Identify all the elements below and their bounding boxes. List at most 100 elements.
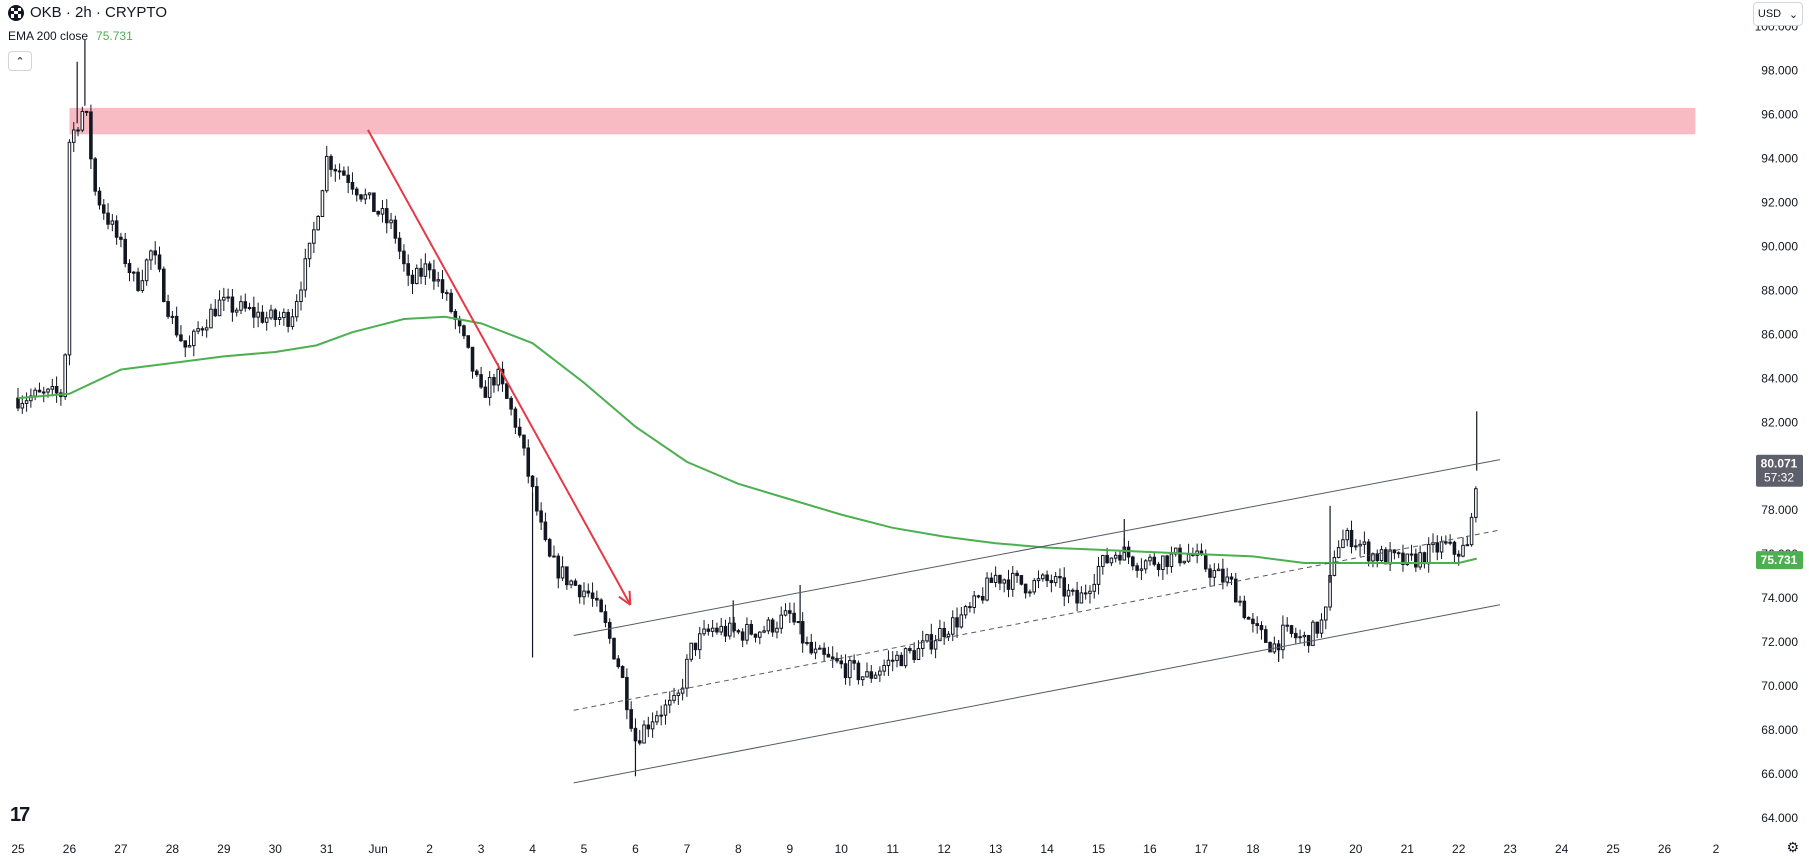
- x-axis[interactable]: 25 26 27 28 29 30 31 Jun 2 3 4 5 6 7 8 9 10 11 12 13 14 15 16 1…: [11, 842, 1719, 856]
- candle-body: [1345, 529, 1350, 541]
- candle-body: [106, 212, 110, 225]
- y-tick-label: 84.000: [1761, 371, 1798, 385]
- candle-body: [972, 595, 976, 608]
- candle-body: [1225, 576, 1229, 583]
- chevron-down-icon: ⌄: [1788, 8, 1799, 21]
- candle-body: [277, 317, 282, 320]
- candle-body: [1182, 560, 1187, 564]
- candle-body: [556, 555, 561, 579]
- candle-body: [179, 334, 183, 342]
- currency-select[interactable]: USD ⌄: [1753, 2, 1803, 26]
- candle-body: [843, 663, 848, 679]
- candle-body: [1448, 541, 1452, 544]
- candle-body: [706, 628, 711, 632]
- candle-body: [672, 694, 676, 701]
- symbol-title[interactable]: OKB · 2h · CRYPTO: [30, 4, 167, 21]
- channel-mid-line[interactable]: [573, 529, 1500, 711]
- candle-body: [483, 386, 488, 398]
- candle-body: [552, 555, 556, 558]
- candle-body: [908, 648, 912, 652]
- candle-body: [505, 383, 509, 399]
- x-tick-label: 12: [937, 842, 951, 856]
- y-axis[interactable]: 64.00066.00068.00070.00072.00074.00076.0…: [1755, 20, 1799, 825]
- price-tag-price: 80.071: [1761, 457, 1798, 471]
- candle-body: [89, 111, 93, 160]
- gear-icon[interactable]: ⚙: [1786, 839, 1799, 855]
- candle-body: [1474, 488, 1478, 518]
- candle-body: [1315, 621, 1320, 634]
- candle-body: [282, 311, 286, 319]
- candle-body: [517, 426, 522, 436]
- x-tick-label: 17: [1195, 842, 1209, 856]
- candle-body: [1366, 541, 1371, 562]
- candle-body: [243, 301, 248, 309]
- x-tick-label: 30: [269, 842, 283, 856]
- candle-body: [24, 400, 29, 404]
- candle-body: [680, 687, 685, 694]
- candle-body: [1332, 556, 1337, 576]
- candle-body: [1259, 625, 1264, 631]
- channel-lower-line[interactable]: [573, 604, 1500, 784]
- tradingview-logo-icon[interactable]: 17: [10, 804, 30, 826]
- indicator-value: 75.731: [96, 29, 133, 43]
- candle-body: [616, 658, 621, 668]
- candle-body: [860, 676, 865, 681]
- y-tick-label: 86.000: [1761, 327, 1798, 341]
- candle-body: [1293, 632, 1298, 639]
- candle-body: [1208, 568, 1212, 578]
- candle-body: [273, 309, 278, 320]
- candle-body: [256, 311, 260, 318]
- candle-body: [1131, 556, 1135, 567]
- candle-body: [410, 274, 415, 285]
- price-tag-countdown: 57:32: [1764, 471, 1794, 485]
- candle-body: [372, 192, 376, 212]
- candle-body: [440, 279, 445, 294]
- collapse-legend-button[interactable]: ⌃: [8, 51, 32, 71]
- candle-body: [1169, 553, 1174, 567]
- candle-body: [423, 263, 428, 277]
- candle-body: [1156, 563, 1161, 571]
- candle-body: [239, 301, 243, 311]
- candle-body: [367, 192, 372, 196]
- candle-body: [1221, 568, 1225, 583]
- candle-body: [762, 630, 766, 633]
- candle-body: [384, 208, 389, 224]
- candle-body: [196, 328, 200, 332]
- candle-body: [873, 674, 878, 679]
- candle-body: [247, 306, 252, 309]
- candle-body: [496, 368, 501, 386]
- candle-body: [543, 521, 548, 541]
- candle-body: [963, 606, 968, 616]
- candle-body: [1469, 516, 1474, 546]
- candle-body: [1212, 570, 1217, 578]
- candle-body: [805, 641, 809, 644]
- candle-body: [1186, 553, 1191, 562]
- y-tick-label: 94.000: [1761, 151, 1798, 165]
- y-tick-label: 72.000: [1761, 635, 1798, 649]
- candle-body: [1028, 591, 1032, 594]
- y-tick-label: 96.000: [1761, 108, 1798, 122]
- candle-body: [1418, 552, 1422, 568]
- x-tick-label: 2: [426, 842, 433, 856]
- candle-body: [899, 654, 904, 667]
- candle-body: [1354, 545, 1358, 548]
- candle-body: [745, 623, 749, 641]
- down-arrow[interactable]: [367, 129, 632, 606]
- candle-body: [925, 634, 929, 642]
- candle-body: [16, 397, 20, 409]
- candle-body: [753, 633, 758, 638]
- candle-body: [342, 170, 346, 176]
- candle-body: [839, 660, 844, 665]
- y-tick-label: 70.000: [1761, 679, 1798, 693]
- candle-body: [1439, 541, 1444, 553]
- candle-body: [758, 631, 762, 638]
- candle-body: [826, 653, 831, 658]
- x-tick-label: 19: [1298, 842, 1312, 856]
- candle-body: [119, 236, 123, 240]
- channel-upper-line[interactable]: [573, 459, 1500, 637]
- candle-body: [1456, 553, 1461, 557]
- candle-body: [1096, 565, 1101, 585]
- candle-body: [659, 714, 663, 717]
- indicator-legend[interactable]: EMA 200 close 75.731: [8, 29, 133, 43]
